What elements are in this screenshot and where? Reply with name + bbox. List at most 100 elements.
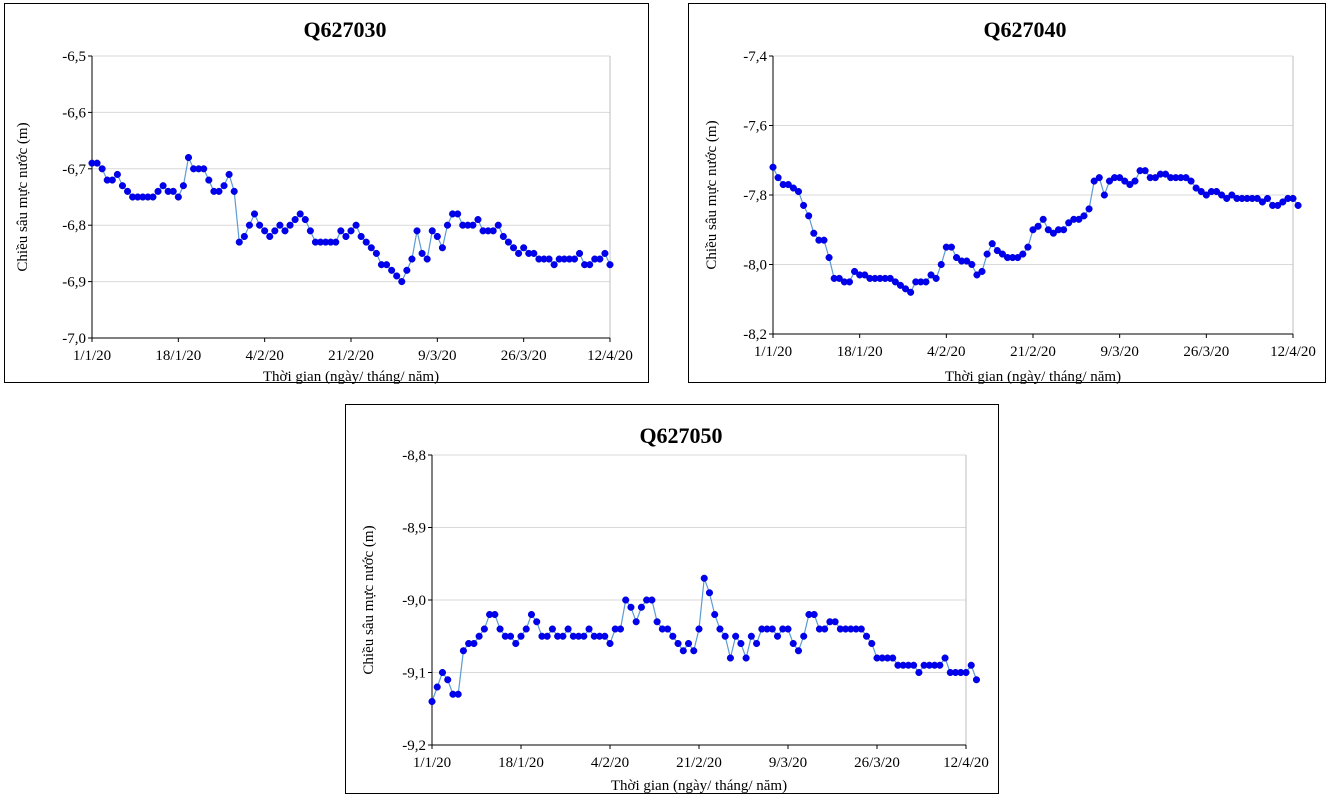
y-tick-label: -8,8 bbox=[402, 448, 426, 464]
data-point bbox=[1034, 222, 1042, 230]
data-point bbox=[545, 255, 553, 263]
data-point bbox=[596, 255, 604, 263]
data-point bbox=[469, 221, 477, 229]
chart-title: Q627030 bbox=[303, 17, 386, 42]
data-point bbox=[907, 288, 915, 296]
data-point bbox=[674, 639, 682, 648]
data-point bbox=[1192, 184, 1200, 192]
x-tick-label: 26/3/20 bbox=[501, 348, 547, 364]
data-point bbox=[1116, 174, 1124, 182]
data-point bbox=[868, 639, 876, 648]
data-point bbox=[1085, 205, 1093, 213]
x-tick-label: 9/3/20 bbox=[769, 755, 807, 771]
data-point bbox=[684, 639, 693, 648]
data-point bbox=[352, 221, 360, 229]
data-point bbox=[444, 676, 452, 684]
data-point bbox=[845, 278, 854, 286]
data-point bbox=[225, 170, 233, 178]
data-point bbox=[1228, 191, 1236, 199]
data-point bbox=[1279, 198, 1287, 206]
x-tick-label: 12/4/20 bbox=[587, 348, 633, 364]
data-point bbox=[1263, 194, 1272, 203]
data-point bbox=[438, 244, 446, 252]
data-point bbox=[443, 221, 452, 229]
x-tick-label: 4/2/20 bbox=[591, 755, 629, 771]
data-point bbox=[789, 184, 797, 192]
chart-svg-q627050: -8,8 -8,9 -9,0 -9,1 -9,21/1/20 18/1/20 4/2/20 2… bbox=[361, 423, 989, 794]
y-axis-title: Chiều sâu mực nước (m) bbox=[361, 525, 377, 674]
data-point bbox=[886, 274, 894, 282]
data-point bbox=[922, 278, 930, 286]
data-point bbox=[1187, 177, 1195, 185]
data-point bbox=[1029, 226, 1037, 234]
data-point bbox=[753, 639, 761, 648]
data-point bbox=[413, 227, 421, 235]
data-point bbox=[978, 267, 986, 276]
data-point bbox=[653, 618, 661, 626]
data-point bbox=[230, 187, 238, 195]
data-point bbox=[998, 250, 1006, 258]
data-point bbox=[983, 250, 991, 258]
data-point bbox=[480, 625, 488, 633]
y-tick-label: -6,8 bbox=[62, 218, 86, 234]
data-point bbox=[972, 676, 981, 684]
data-point bbox=[889, 654, 897, 662]
data-point bbox=[606, 261, 614, 269]
data-point bbox=[383, 261, 391, 269]
data-point bbox=[240, 232, 248, 241]
data-point bbox=[861, 271, 869, 279]
data-point bbox=[910, 661, 918, 669]
chart-panel-q627030: -6,5 -6,6 -6,7 -6,8 -6,9 -7,0 1/1/20 18/1/20 4/2… bbox=[4, 3, 649, 385]
data-point bbox=[403, 266, 411, 274]
data-point bbox=[301, 216, 309, 224]
data-point bbox=[648, 596, 656, 604]
data-point bbox=[601, 249, 609, 257]
x-tick-label: 4/2/20 bbox=[245, 348, 283, 364]
y-tick-label: -9,1 bbox=[402, 666, 426, 682]
data-point bbox=[606, 639, 614, 648]
data-point bbox=[512, 639, 520, 648]
y-tick-label: -8,2 bbox=[743, 327, 767, 343]
data-point bbox=[1162, 170, 1170, 178]
data-point bbox=[747, 632, 755, 640]
data-point bbox=[821, 625, 829, 633]
data-point bbox=[108, 176, 116, 184]
data-point bbox=[509, 244, 518, 252]
data-point bbox=[705, 589, 714, 597]
x-axis-title: Thời gian (ngày/ tháng/ năm) bbox=[945, 369, 1121, 385]
data-point bbox=[1100, 191, 1108, 199]
data-point bbox=[559, 632, 567, 640]
data-point bbox=[580, 632, 588, 640]
data-point bbox=[1131, 177, 1139, 185]
data-point bbox=[862, 632, 871, 640]
data-point bbox=[721, 632, 729, 640]
data-point bbox=[711, 610, 719, 619]
data-point bbox=[891, 278, 899, 286]
data-point bbox=[245, 221, 253, 229]
data-point bbox=[810, 229, 818, 237]
y-tick-label: -7,8 bbox=[743, 188, 767, 204]
data-point bbox=[306, 227, 314, 235]
data-point bbox=[423, 255, 431, 263]
data-point bbox=[570, 255, 579, 263]
data-point bbox=[337, 227, 345, 235]
y-tick-label: -9,2 bbox=[402, 738, 426, 754]
data-point bbox=[372, 249, 380, 257]
data-point bbox=[784, 625, 792, 633]
data-point bbox=[773, 632, 782, 640]
data-point bbox=[1141, 167, 1149, 175]
data-point bbox=[459, 647, 467, 655]
data-point bbox=[601, 632, 609, 640]
data-point bbox=[169, 187, 177, 195]
data-point bbox=[179, 182, 187, 190]
data-point bbox=[98, 165, 106, 173]
data-point bbox=[784, 181, 792, 189]
data-point bbox=[936, 661, 944, 669]
data-point bbox=[789, 639, 797, 648]
data-point bbox=[494, 221, 502, 229]
data-point bbox=[491, 610, 499, 619]
y-tick-label: -6,5 bbox=[62, 49, 86, 65]
data-point bbox=[475, 632, 483, 640]
data-point bbox=[184, 153, 193, 162]
chart-title: Q627040 bbox=[983, 17, 1066, 42]
